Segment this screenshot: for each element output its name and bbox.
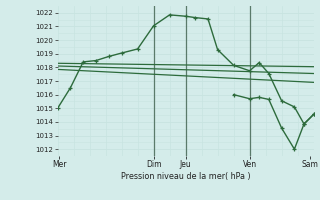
X-axis label: Pression niveau de la mer( hPa ): Pression niveau de la mer( hPa )	[121, 172, 251, 181]
